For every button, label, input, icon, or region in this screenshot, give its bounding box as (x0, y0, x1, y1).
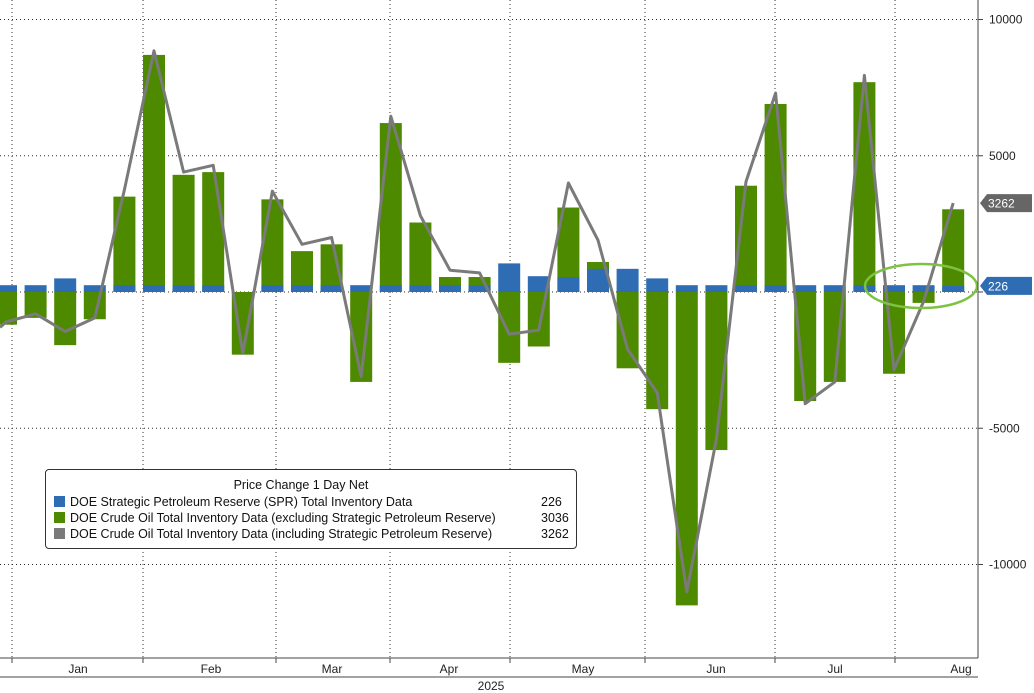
bar-crude-ex-spr-W25 (705, 292, 728, 451)
bar-spr-W11 (291, 285, 313, 292)
bar-crude-ex-spr-W27 (764, 103, 787, 292)
bar-crude-ex-spr-W23 (646, 292, 669, 410)
line-crude-inc-spr (0, 49, 955, 594)
bar-crude-ex-spr-W30 (853, 82, 876, 292)
bar-crude-ex-spr-W11 (291, 251, 313, 292)
bar-spr-W7 (172, 285, 195, 292)
bar-spr-W5 (113, 285, 136, 292)
bar-crude-ex-spr-W8 (202, 172, 225, 292)
bar-spr-W1 (0, 285, 17, 292)
bar-crude-ex-spr-W33 (942, 209, 965, 292)
x-year-label: 2025 (478, 679, 505, 693)
bar-spr-W25 (705, 285, 728, 292)
bar-crude-ex-spr-W7 (172, 174, 195, 292)
last-value-tag-bg-1 (980, 276, 1032, 295)
bar-crude-ex-spr-W5 (113, 196, 136, 292)
bar-spr-W22 (616, 268, 639, 292)
x-month-label-Aug: Aug (950, 662, 971, 676)
bar-spr-W27 (764, 285, 787, 292)
bar-spr-W4 (83, 285, 106, 292)
bar-spr-W6 (143, 285, 165, 292)
bar-crude-ex-spr-W15 (409, 222, 432, 292)
bar-spr-W28 (794, 285, 817, 292)
bar-spr-W13 (350, 285, 373, 292)
legend-title: Price Change 1 Day Net (233, 478, 369, 492)
legend-label-crude-inc-spr: DOE Crude Oil Total Inventory Data (incl… (70, 527, 493, 541)
bar-crude-ex-spr-W24 (675, 292, 698, 606)
bar-spr-W8 (202, 285, 225, 292)
bar-spr-W14 (379, 285, 402, 292)
bar-spr-W17 (468, 285, 491, 292)
bar-spr-W33 (942, 285, 965, 292)
legend-swatch-crude-inc-spr (54, 528, 65, 539)
bar-spr-W16 (439, 285, 461, 292)
x-month-label-Feb: Feb (201, 662, 222, 676)
bar-crude-ex-spr-W1 (0, 292, 17, 325)
legend-label-crude-ex-spr: DOE Crude Oil Total Inventory Data (excl… (70, 511, 496, 525)
bar-spr-W31 (883, 285, 905, 292)
y-axis: 10000 5000 -5000 -10000 3262 226 (977, 0, 1032, 658)
bar-spr-W29 (823, 285, 846, 292)
bar-crude-ex-spr-W18 (498, 292, 521, 363)
bars-spr (0, 263, 965, 292)
bar-spr-W2 (24, 285, 47, 292)
bar-spr-W3 (54, 278, 77, 292)
bar-crude-ex-spr-W10 (261, 199, 284, 292)
legend-item-spr: DOE Strategic Petroleum Reserve (SPR) To… (54, 494, 562, 510)
bar-spr-W26 (735, 285, 757, 292)
bar-spr-W32 (912, 285, 935, 292)
last-value-tag-label-0: 3262 (988, 197, 1015, 211)
legend-swatch-spr (54, 496, 65, 507)
x-month-label-May: May (572, 662, 595, 676)
bar-crude-ex-spr-W14 (379, 123, 402, 292)
bar-crude-ex-spr-W6 (143, 54, 165, 292)
legend-value-spr: 226 (541, 495, 562, 509)
bar-crude-ex-spr-W20 (557, 207, 580, 292)
legend-swatch-crude-ex-spr (54, 512, 65, 523)
legend-label-spr: DOE Strategic Petroleum Reserve (SPR) To… (70, 495, 413, 509)
x-month-label-Mar: Mar (322, 662, 343, 676)
bar-spr-W12 (320, 285, 343, 292)
bar-crude-ex-spr-W13 (350, 292, 373, 382)
legend-value-crude-ex-spr: 3036 (541, 511, 569, 525)
bar-spr-W20 (557, 277, 580, 292)
x-month-label-Apr: Apr (440, 662, 459, 676)
x-month-label-Jun: Jun (706, 662, 725, 676)
bar-spr-W23 (646, 278, 669, 292)
bar-crude-ex-spr-W3 (54, 292, 77, 346)
bar-crude-ex-spr-W26 (735, 185, 757, 292)
bar-spr-W24 (675, 285, 698, 292)
legend: Price Change 1 Day Net DOE Strategic Pet… (45, 469, 577, 549)
y-tick-label-3: -5000 (989, 421, 1020, 435)
x-month-label-Jul: Jul (827, 662, 842, 676)
y-tick-label-4: -10000 (989, 558, 1027, 572)
last-value-tag-1: 226 (980, 276, 1032, 295)
bar-crude-ex-spr-W9 (231, 292, 254, 355)
y-tick-label-0: 10000 (989, 13, 1023, 27)
bar-spr-W21 (587, 268, 609, 292)
bar-crude-ex-spr-W22 (616, 292, 639, 369)
legend-item-crude-ex-spr: DOE Crude Oil Total Inventory Data (excl… (54, 510, 569, 526)
legend-value-crude-inc-spr: 3262 (541, 527, 569, 541)
bar-crude-ex-spr-W2 (24, 292, 47, 318)
line-crude-inc-spr-path (0, 49, 955, 594)
x-month-label-Jan: Jan (68, 662, 87, 676)
last-value-tag-bg-0 (980, 194, 1032, 213)
annotations (863, 262, 979, 310)
legend-item-crude-inc-spr: DOE Crude Oil Total Inventory Data (incl… (54, 526, 569, 542)
bar-crude-ex-spr-W28 (794, 292, 817, 401)
bar-crude-ex-spr-W19 (527, 292, 550, 347)
bar-spr-W18 (498, 263, 521, 292)
y-tick-label-1: 5000 (989, 149, 1016, 163)
bar-spr-W10 (261, 285, 284, 292)
bar-spr-W19 (527, 276, 550, 292)
x-axis: Jan Feb Mar Apr May Jun Jul Aug 2025 (0, 657, 978, 693)
highlight-ellipse (863, 262, 979, 310)
last-value-tag-0: 3262 (980, 194, 1032, 213)
bar-spr-W15 (409, 285, 432, 292)
last-value-tag-label-1: 226 (988, 279, 1008, 293)
